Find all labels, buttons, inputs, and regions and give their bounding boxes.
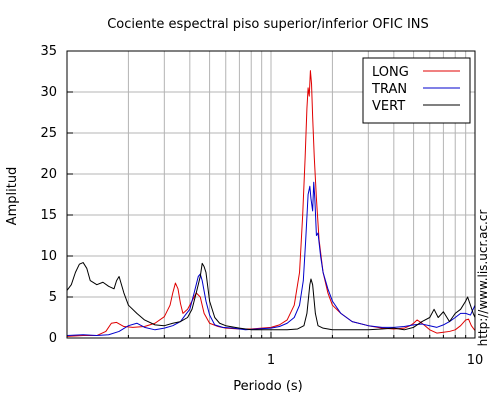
legend-label-vert: VERT [372, 99, 405, 114]
plot-frame [66, 50, 476, 339]
y-axis-ticks: 0 5 10 15 20 25 30 35 [40, 44, 73, 346]
legend-label-tran: TRAN [371, 82, 407, 97]
x-axis-label: Periodo (s) [233, 379, 303, 394]
y-tick-label: 35 [40, 44, 57, 59]
y-tick-label: 20 [40, 167, 57, 182]
series-line-tran [66, 181, 476, 337]
series-lines [66, 70, 476, 337]
y-tick-label: 5 [49, 290, 57, 305]
x-tick-label: 10 [467, 353, 484, 368]
series-line-long [66, 70, 476, 337]
y-axis-label: Amplitud [5, 167, 20, 226]
legend: LONG TRAN VERT [362, 57, 471, 124]
legend-label-long: LONG [372, 65, 409, 80]
y-tick-label: 30 [40, 85, 57, 100]
legend-box [362, 57, 471, 124]
y-tick-label: 0 [49, 331, 57, 346]
y-tick-label: 25 [40, 126, 57, 141]
watermark-url: http://www.lis.ucr.ac.cr [476, 210, 490, 347]
chart-title: Cociente espectral piso superior/inferio… [107, 17, 429, 32]
y-tick-label: 15 [40, 208, 57, 223]
y-tick-label: 10 [40, 249, 57, 264]
series-line-vert [66, 262, 476, 331]
x-tick-label: 1 [267, 353, 275, 368]
